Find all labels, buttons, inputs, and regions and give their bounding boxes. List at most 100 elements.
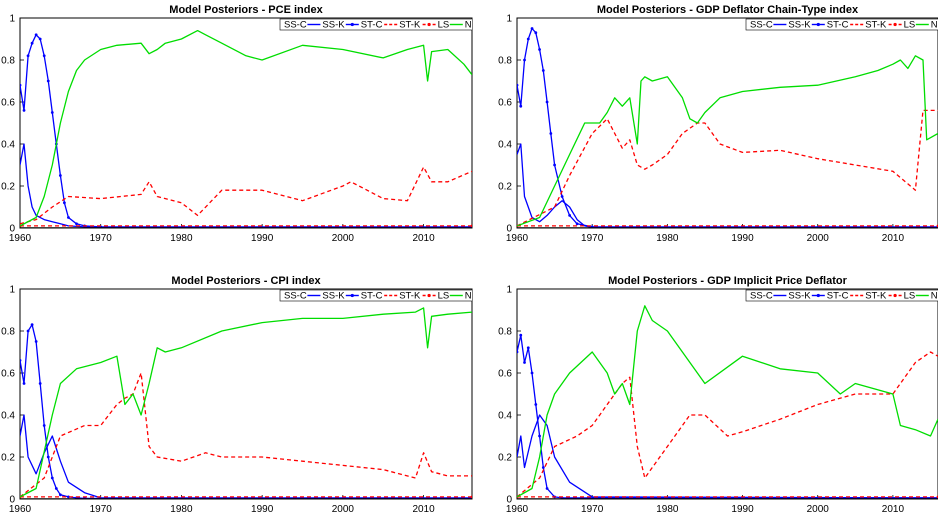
x-tick-label: 2010 [412,504,435,515]
legend-label: SS-C [750,291,773,302]
axes-box [19,288,473,500]
legend-marker [427,293,431,298]
legend-label: LS [438,20,450,31]
legend-label: SS-C [284,20,307,31]
series-point-ss-k [46,79,50,83]
legend-label: SS-C [284,291,307,302]
x-tick-label: 1980 [656,233,679,244]
y-tick-label: 0.2 [1,182,15,193]
x-tick-label: 1970 [581,233,604,244]
series-point-ss-k [519,333,523,337]
series-line-ls [517,55,938,227]
series-point-ss-k [519,104,523,108]
series-point-ss-k [526,37,530,41]
y-tick-label: 0.4 [1,411,15,422]
series-line-ss-k [517,27,938,228]
y-tick-label: 0.6 [498,369,512,380]
legend-label: SS-K [788,20,811,31]
series-point-ss-k [526,346,530,350]
series-point-ss-k [75,222,78,226]
y-tick-label: 0.8 [1,327,15,338]
x-tick-label: 1990 [251,233,274,244]
series-point-ss-k [26,54,30,58]
series-point-ss-k [549,132,553,135]
legend: SS-C SS-K ST-C ST-K LS NK [279,289,472,302]
legend: SS-C SS-K ST-C ST-K LS NK [279,18,479,31]
x-tick-label: 1980 [170,233,193,244]
series-point-ss-k [30,323,34,327]
y-tick-label: 0.6 [498,98,512,109]
series-point-ss-k [530,27,534,30]
series-point-ss-k [42,54,46,58]
series-point-ss-k [54,487,58,490]
x-tick-label: 1960 [506,233,529,244]
series-point-ss-k [517,83,519,87]
legend-label: ST-K [865,291,887,302]
series-point-ss-k [20,359,22,362]
x-tick-label: 1980 [170,504,193,515]
x-tick-label: 2000 [332,233,355,244]
x-tick-label: 2000 [807,233,830,244]
series-point-ss-k [541,466,545,469]
y-tick-label: 0.2 [1,453,15,464]
series-group [517,305,938,499]
x-tick-label: 1960 [506,504,529,515]
y-tick-label: 1 [9,14,15,25]
series-point-ss-k [523,58,526,62]
legend-marker [816,22,820,27]
legend-label: ST-C [827,20,849,31]
y-tick-label: 0 [506,495,512,506]
series-point-ss-k [58,493,62,497]
x-tick-label: 2010 [882,504,905,515]
legend-marker [427,22,431,27]
legend-label: ST-C [827,291,849,302]
chart-title: Model Posteriors - PCE index [169,4,323,16]
legend-label: ST-K [399,20,421,31]
legend-marker [893,293,897,298]
series-point-ss-k [538,434,541,438]
series-point-st-k [470,224,472,228]
y-tick-label: 0.4 [498,140,512,151]
y-tick-label: 1 [506,285,512,296]
series-point-ss-k [575,222,579,226]
series-point-ss-k [50,111,54,114]
series-point-ss-k [523,361,526,364]
legend-label: NK [931,291,938,302]
series-point-ss-k [534,403,538,406]
series-point-ss-k [67,495,70,499]
y-tick-label: 0.8 [498,56,512,67]
legend-label: ST-C [361,291,383,302]
y-tick-label: 0.4 [1,140,15,151]
series-line-ss-c [517,414,938,499]
legend-label: ST-K [865,20,887,31]
series-line-ss-k [20,324,472,499]
series-line-ss-c [20,143,472,228]
legend-label: SS-C [750,20,773,31]
legend-label: NK [465,20,479,31]
series-point-ss-k [34,33,38,37]
y-tick-label: 0.2 [498,182,512,193]
axes-box [516,17,938,229]
series-point-ss-k [22,382,26,385]
legend-box [279,18,472,31]
legend-label: ST-C [361,20,383,31]
y-tick-label: 0.6 [1,98,15,109]
legend: SS-C SS-K ST-C ST-K LS NK [745,289,938,302]
series-line-ss-k [517,334,938,499]
legend-label: SS-K [788,291,811,302]
axes-box [19,17,473,229]
x-tick-label: 2000 [807,504,830,515]
series-point-ss-k [545,487,549,490]
series-point-ss-k [30,41,34,45]
y-tick-label: 1 [506,14,512,25]
legend: SS-C SS-K ST-C ST-K LS NK [745,18,938,31]
x-tick-label: 1990 [731,504,754,515]
x-tick-label: 1990 [731,233,754,244]
y-tick-label: 0.6 [1,369,15,380]
x-tick-label: 1990 [251,504,274,515]
series-point-ss-k [20,83,22,87]
x-tick-label: 1980 [656,504,679,515]
series-point-ss-k [541,69,545,72]
legend-label: SS-K [322,20,345,31]
series-line-ss-k [20,34,472,228]
